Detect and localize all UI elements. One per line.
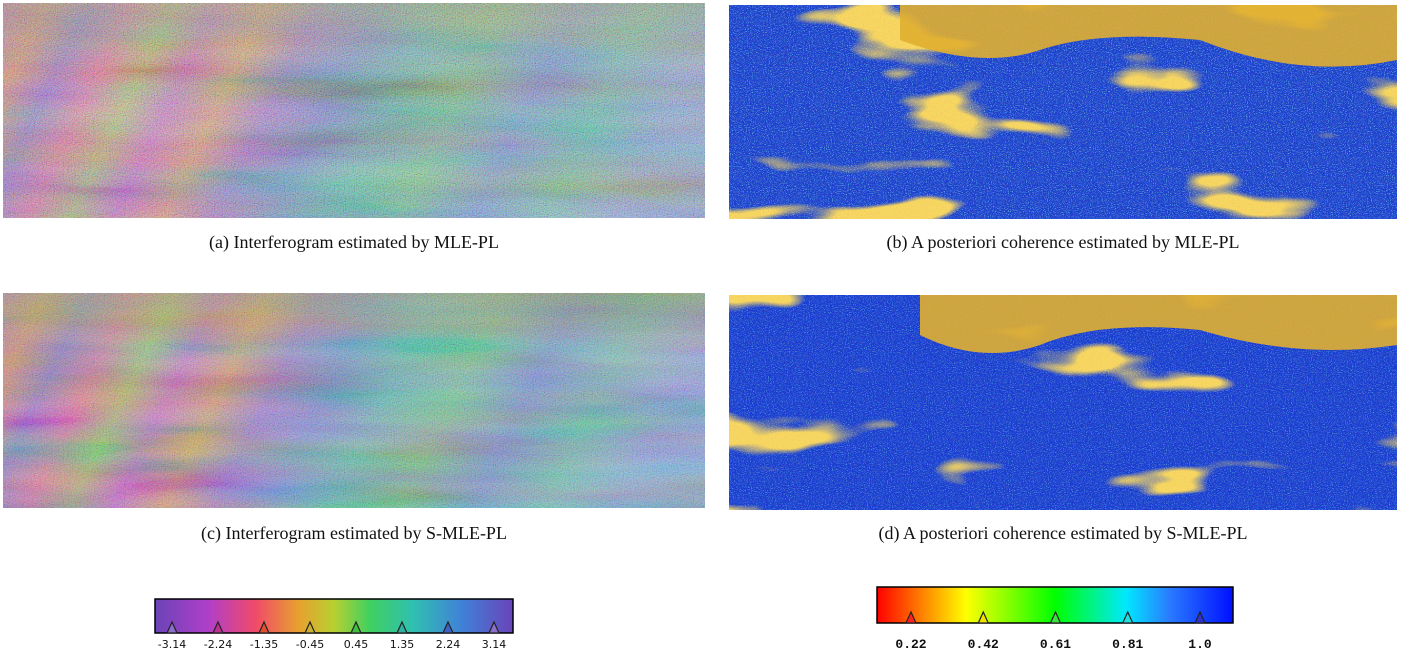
caption: (c) Interferogram estimated by S-MLE-PL xyxy=(201,523,507,543)
caption: (d) A posteriori coherence estimated by … xyxy=(878,523,1248,543)
tick-marker xyxy=(1121,610,1134,624)
tick-marker xyxy=(905,610,917,624)
colorbar-ticks: -3.14 -2.24 -1.35 -0.45 0.45 1.35 2.24 3.14 0.22… xyxy=(158,610,1212,652)
tick-marker xyxy=(977,610,990,624)
tick-label: 1.35 xyxy=(390,638,415,651)
tick-marker xyxy=(350,620,362,634)
tick-label: -3.14 xyxy=(158,638,186,651)
tick-marker xyxy=(1049,610,1062,624)
tick-marker xyxy=(1194,610,1206,624)
tick-label: 1.0 xyxy=(1188,637,1212,652)
tick-label: 0.22 xyxy=(895,637,926,652)
caption: (b) A posteriori coherence estimated by … xyxy=(886,232,1240,252)
caption: (a) Interferogram estimated by MLE-PL xyxy=(209,232,499,252)
tick-marker xyxy=(212,620,224,634)
tick-label: 0.61 xyxy=(1040,637,1071,652)
tick-label: -1.35 xyxy=(250,638,278,651)
coherence-b xyxy=(729,5,1397,219)
interferogram-a xyxy=(3,3,705,218)
tick-marker xyxy=(166,620,178,634)
tick-label: -0.45 xyxy=(296,638,324,651)
tick-label: 0.81 xyxy=(1112,637,1143,652)
tick-label: 0.42 xyxy=(968,637,999,652)
tick-marker xyxy=(396,620,408,634)
tick-marker xyxy=(258,620,270,634)
tick-label: -2.24 xyxy=(204,638,232,651)
tick-marker xyxy=(442,620,454,634)
tick-marker xyxy=(488,620,500,634)
coherence-d xyxy=(729,295,1397,510)
tick-label: 2.24 xyxy=(436,638,461,651)
tick-label: 0.45 xyxy=(344,638,369,651)
interferogram-c xyxy=(3,293,705,508)
colorbar-phase xyxy=(154,598,514,634)
tick-label: 3.14 xyxy=(482,638,507,651)
tick-marker xyxy=(304,620,316,634)
